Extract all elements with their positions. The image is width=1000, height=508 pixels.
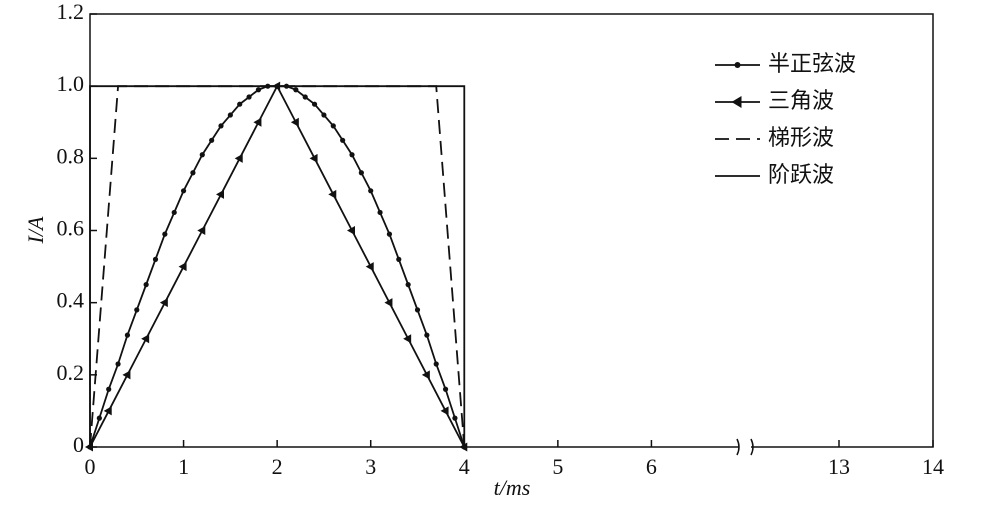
- legend-label: 梯形波: [768, 126, 834, 151]
- marker: [340, 137, 346, 143]
- marker: [103, 406, 112, 416]
- marker: [209, 137, 215, 143]
- x-tick-label: 2: [272, 454, 283, 479]
- marker: [321, 112, 327, 118]
- marker: [106, 386, 112, 392]
- x-tick-label: 13: [828, 454, 850, 479]
- legend-marker: [734, 62, 741, 68]
- y-axis-label: I/A: [23, 216, 48, 244]
- marker: [328, 189, 337, 199]
- marker: [421, 370, 430, 380]
- marker: [171, 209, 177, 216]
- marker: [199, 152, 205, 158]
- marker: [330, 123, 336, 129]
- marker: [405, 282, 411, 288]
- marker: [440, 406, 449, 416]
- marker: [124, 332, 131, 338]
- marker: [459, 442, 468, 452]
- marker: [358, 170, 364, 176]
- x-tick-label: 0: [85, 454, 96, 479]
- x-axis-label: t/ms: [494, 475, 531, 500]
- marker: [122, 370, 131, 380]
- marker: [347, 226, 355, 235]
- marker: [384, 298, 393, 308]
- x-tick-label: 4: [459, 454, 470, 479]
- plot-frame: [89, 13, 934, 448]
- marker: [414, 307, 421, 313]
- marker: [234, 153, 243, 163]
- x-tick-label: 5: [552, 454, 563, 479]
- marker: [143, 282, 149, 288]
- series-line: [89, 85, 466, 448]
- marker: [442, 386, 449, 392]
- marker: [311, 101, 318, 107]
- x-tick-label: 6: [646, 454, 657, 479]
- marker: [403, 334, 412, 344]
- legend-label: 三角波: [768, 89, 834, 114]
- marker: [349, 152, 355, 158]
- marker: [290, 117, 299, 127]
- marker: [365, 262, 374, 272]
- series-line: [89, 84, 466, 448]
- marker: [180, 188, 187, 194]
- axis-break: [736, 438, 754, 456]
- marker: [178, 262, 187, 272]
- marker: [396, 256, 402, 262]
- y-tick-label: 0: [73, 432, 84, 457]
- x-tick-label: 14: [922, 454, 944, 479]
- marker: [159, 298, 168, 308]
- marker: [255, 87, 262, 93]
- marker: [293, 87, 299, 93]
- marker: [197, 226, 206, 235]
- marker: [237, 101, 243, 107]
- marker: [227, 112, 233, 118]
- x-tick-label: 3: [365, 454, 376, 479]
- marker: [190, 170, 196, 176]
- y-tick-label: 0.8: [57, 143, 85, 168]
- marker: [377, 209, 383, 216]
- marker: [368, 188, 374, 194]
- marker: [162, 231, 168, 237]
- marker: [452, 415, 458, 421]
- marker: [96, 415, 102, 421]
- legend-marker: [731, 96, 742, 108]
- marker: [218, 123, 224, 129]
- legend-label: 阶跃波: [768, 163, 834, 188]
- marker: [246, 94, 252, 100]
- series-line: [89, 85, 466, 448]
- marker: [141, 334, 150, 344]
- x-tick-label: 1: [178, 454, 189, 479]
- axis-break-gap: [739, 439, 751, 455]
- y-tick-label: 0.2: [57, 360, 85, 385]
- marker: [115, 361, 121, 367]
- marker: [424, 332, 430, 338]
- marker: [433, 361, 439, 367]
- y-tick-label: 1.2: [57, 0, 85, 24]
- legend-label: 半正弦波: [768, 52, 856, 77]
- series-line: [89, 85, 466, 447]
- marker: [309, 153, 318, 163]
- marker: [302, 94, 308, 100]
- y-tick-label: 0.6: [57, 216, 85, 241]
- marker: [134, 307, 140, 313]
- marker: [152, 256, 159, 262]
- marker: [386, 231, 393, 237]
- y-tick-label: 0.4: [57, 288, 85, 313]
- marker: [253, 117, 262, 127]
- marker: [85, 442, 93, 452]
- y-tick-label: 1.0: [57, 71, 85, 96]
- marker: [216, 189, 224, 199]
